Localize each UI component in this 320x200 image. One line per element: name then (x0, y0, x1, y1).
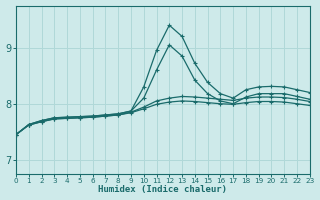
X-axis label: Humidex (Indice chaleur): Humidex (Indice chaleur) (98, 185, 228, 194)
